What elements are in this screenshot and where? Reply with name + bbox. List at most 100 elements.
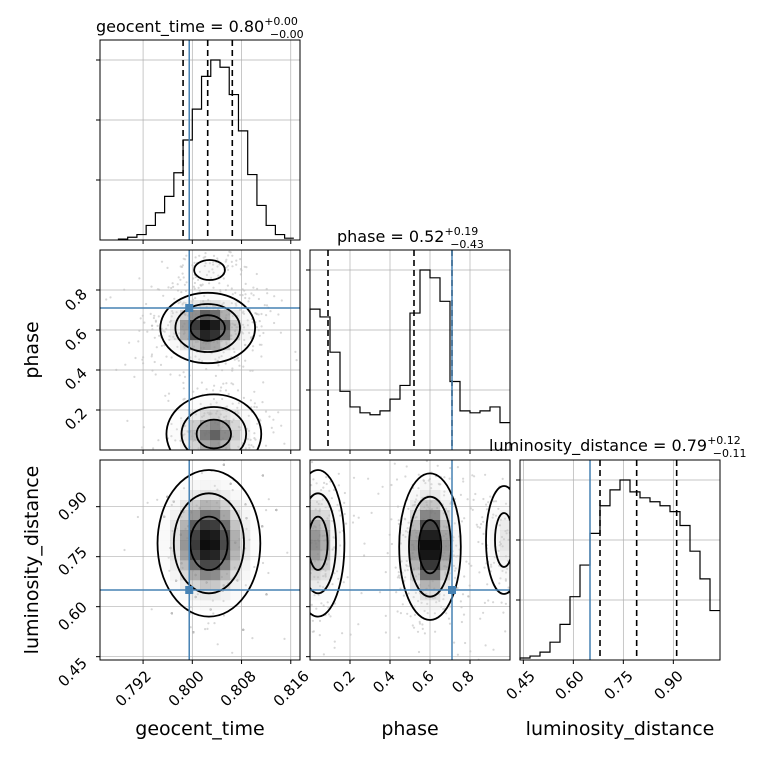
- luminosity_distance-vs-phase-density-cell: [500, 570, 510, 581]
- phase-vs-geocent_time-sample-point: [218, 282, 221, 285]
- luminosity_distance-vs-phase-density-cell: [410, 570, 421, 581]
- geocent_time-tick-labels: 0.792 0.800 0.808 0.816: [112, 667, 313, 710]
- phase-vs-geocent_time-sample-point: [183, 375, 187, 378]
- phase-vs-geocent_time-sample-point: [243, 343, 246, 347]
- luminosity_distance-vs-geocent_time-density-cell: [200, 510, 211, 521]
- luminosity_distance-hist-frame: [519, 459, 721, 661]
- phase-vs-geocent_time-sample-point: [258, 320, 261, 323]
- phase-vs-geocent_time-sample-point: [242, 332, 245, 335]
- luminosity_distance-vs-phase-sample-point: [500, 535, 504, 539]
- luminosity_distance-vs-geocent_time-sample-point: [163, 515, 166, 518]
- luminosity_distance-vs-geocent_time-density-cell: [210, 530, 221, 541]
- luminosity_distance-vs-phase-sample-point: [345, 522, 348, 525]
- luminosity_distance-vs-phase-density-cell: [500, 500, 510, 511]
- luminosity_distance-vs-geocent_time-density-cell: [200, 470, 211, 481]
- luminosity_distance-vs-phase-contour: [310, 515, 329, 571]
- phase-vs-geocent_time-density-cell: [220, 350, 231, 361]
- phase-vs-geocent_time-sample-point: [258, 343, 261, 346]
- phase-vs-geocent_time-sample-point: [232, 383, 235, 386]
- phase-vs-geocent_time-sample-point: [179, 300, 182, 304]
- title-geocent_time: geocent_time = 0.80+0.00 −0.00: [96, 15, 304, 41]
- geocent_time-hist-step-line: [117, 59, 294, 240]
- luminosity_distance-vs-phase-density-cell: [410, 490, 421, 501]
- luminosity_distance-vs-phase-sample-point: [456, 653, 459, 656]
- luminosity_distance-vs-phase-sample-point: [407, 592, 410, 595]
- luminosity_distance-vs-geocent_time-density-cell: [200, 530, 211, 541]
- luminosity_distance-vs-phase-sample-point: [406, 569, 409, 572]
- phase-vs-geocent_time-sample-point: [138, 277, 141, 280]
- luminosity_distance-vs-phase-sample-point: [384, 614, 387, 618]
- luminosity_distance-vs-phase-sample-point: [337, 577, 340, 580]
- luminosity_distance-vs-phase-density-cell: [400, 510, 411, 521]
- luminosity_distance-vs-phase-sample-point: [433, 612, 436, 615]
- phase-vs-geocent_time-density-cell: [230, 320, 241, 331]
- luminosity_distance-vs-geocent_time-density-cell: [250, 550, 261, 561]
- luminosity_distance-vs-phase-sample-point: [455, 544, 458, 547]
- luminosity_distance-vs-phase-density-cell: [410, 560, 421, 571]
- phase-vs-geocent_time-sample-point: [175, 428, 178, 431]
- luminosity_distance-vs-geocent_time-density-cell: [180, 530, 191, 541]
- luminosity_distance-vs-phase-density-cell: [310, 480, 321, 491]
- phase-vs-geocent_time-density-cell: [220, 410, 231, 421]
- phase-vs-geocent_time-frame: [99, 249, 301, 451]
- phase-vs-geocent_time-sample-point: [277, 313, 280, 316]
- luminosity_distance-vs-geocent_time-contour: [156, 469, 262, 618]
- luminosity_distance-vs-phase-sample-point: [463, 575, 466, 578]
- phase-vs-geocent_time-sample-point: [237, 356, 240, 359]
- phase-vs-geocent_time-sample-point: [165, 327, 168, 330]
- phase-vs-geocent_time-density-cells: [160, 260, 251, 450]
- luminosity_distance-vs-geocent_time-density-cell: [210, 580, 221, 591]
- phase-vs-geocent_time-sample-point: [225, 266, 228, 269]
- phase-vs-geocent_time-sample-point: [236, 409, 239, 412]
- luminosity_distance-vs-phase-sample-point: [395, 478, 399, 481]
- luminosity_distance-vs-phase-sample-point: [482, 497, 485, 501]
- luminosity_distance-vs-geocent_time-density-cell: [220, 580, 231, 591]
- luminosity_distance-vs-phase-sample-point: [386, 552, 389, 555]
- phase-vs-geocent_time-sample-point: [258, 334, 261, 337]
- phase-vs-geocent_time-sample-point: [173, 332, 176, 335]
- luminosity_distance-vs-geocent_time-sample-point: [222, 463, 225, 466]
- phase-vs-geocent_time-sample-point: [216, 359, 220, 362]
- phase-vs-geocent_time-density-cell: [180, 420, 191, 431]
- y-tick-label-luminosity_distance: 0.75: [54, 543, 90, 579]
- luminosity_distance-vs-phase-sample-point: [501, 477, 504, 480]
- luminosity_distance-vs-phase-sample-point: [442, 598, 445, 601]
- phase-vs-geocent_time-sample-point: [192, 277, 195, 280]
- luminosity_distance-vs-phase-sample-point: [381, 485, 384, 488]
- luminosity_distance-vs-phase-sample-point: [453, 641, 456, 644]
- phase-vs-geocent_time-sample-point: [224, 362, 227, 365]
- luminosity_distance-vs-phase-sample-point: [466, 498, 469, 501]
- y-tick-label-phase: 0.2: [61, 404, 91, 434]
- phase-vs-geocent_time-sample-point: [218, 356, 221, 359]
- luminosity_distance-vs-phase-sample-point: [460, 620, 463, 624]
- phase-vs-geocent_time-density-cell: [170, 430, 181, 441]
- luminosity_distance-vs-phase-density-cell: [450, 570, 461, 581]
- phase-vs-geocent_time-sample-point: [246, 427, 249, 430]
- luminosity_distance-vs-phase-sample-point: [325, 482, 328, 486]
- luminosity_distance-vs-geocent_time-density-cell: [220, 570, 231, 581]
- phase-hist-step-line: [309, 269, 510, 450]
- luminosity_distance-vs-phase-sample-point: [336, 570, 339, 573]
- phase-vs-geocent_time-sample-point: [247, 300, 250, 303]
- luminosity_distance-vs-geocent_time-frame: [99, 459, 301, 661]
- luminosity_distance-vs-phase-sample-point: [479, 617, 482, 620]
- luminosity_distance-vs-geocent_time-density-cell: [160, 510, 171, 521]
- x-axis-label-geocent_time: geocent_time: [135, 718, 264, 740]
- luminosity_distance-vs-phase-density-cell: [330, 510, 341, 521]
- luminosity_distance-vs-phase-density-cell: [430, 490, 441, 501]
- phase-vs-geocent_time-sample-point: [109, 296, 112, 299]
- phase-vs-geocent_time-sample-point: [154, 320, 157, 323]
- luminosity_distance-vs-phase-sample-point: [326, 601, 329, 604]
- phase-vs-geocent_time-sample-point: [193, 261, 196, 264]
- luminosity_distance-vs-geocent_time-sample-point: [171, 529, 174, 533]
- phase-vs-geocent_time-sample-point: [128, 341, 131, 344]
- luminosity_distance-vs-geocent_time-density-cell: [180, 510, 191, 521]
- phase-vs-geocent_time-density-cell: [160, 330, 171, 341]
- luminosity_distance-vs-phase-density-cell: [420, 510, 431, 521]
- luminosity_distance-vs-geocent_time-density-cell: [200, 580, 211, 591]
- luminosity_distance-vs-phase-sample-point: [501, 545, 504, 548]
- phase-vs-geocent_time-sample-point: [221, 397, 224, 401]
- phase-vs-geocent_time-sample-point: [170, 286, 173, 290]
- luminosity_distance-y-tick-labels: 0.45 0.60 0.75 0.90: [54, 488, 90, 690]
- luminosity_distance-vs-phase-sample-point: [452, 536, 455, 539]
